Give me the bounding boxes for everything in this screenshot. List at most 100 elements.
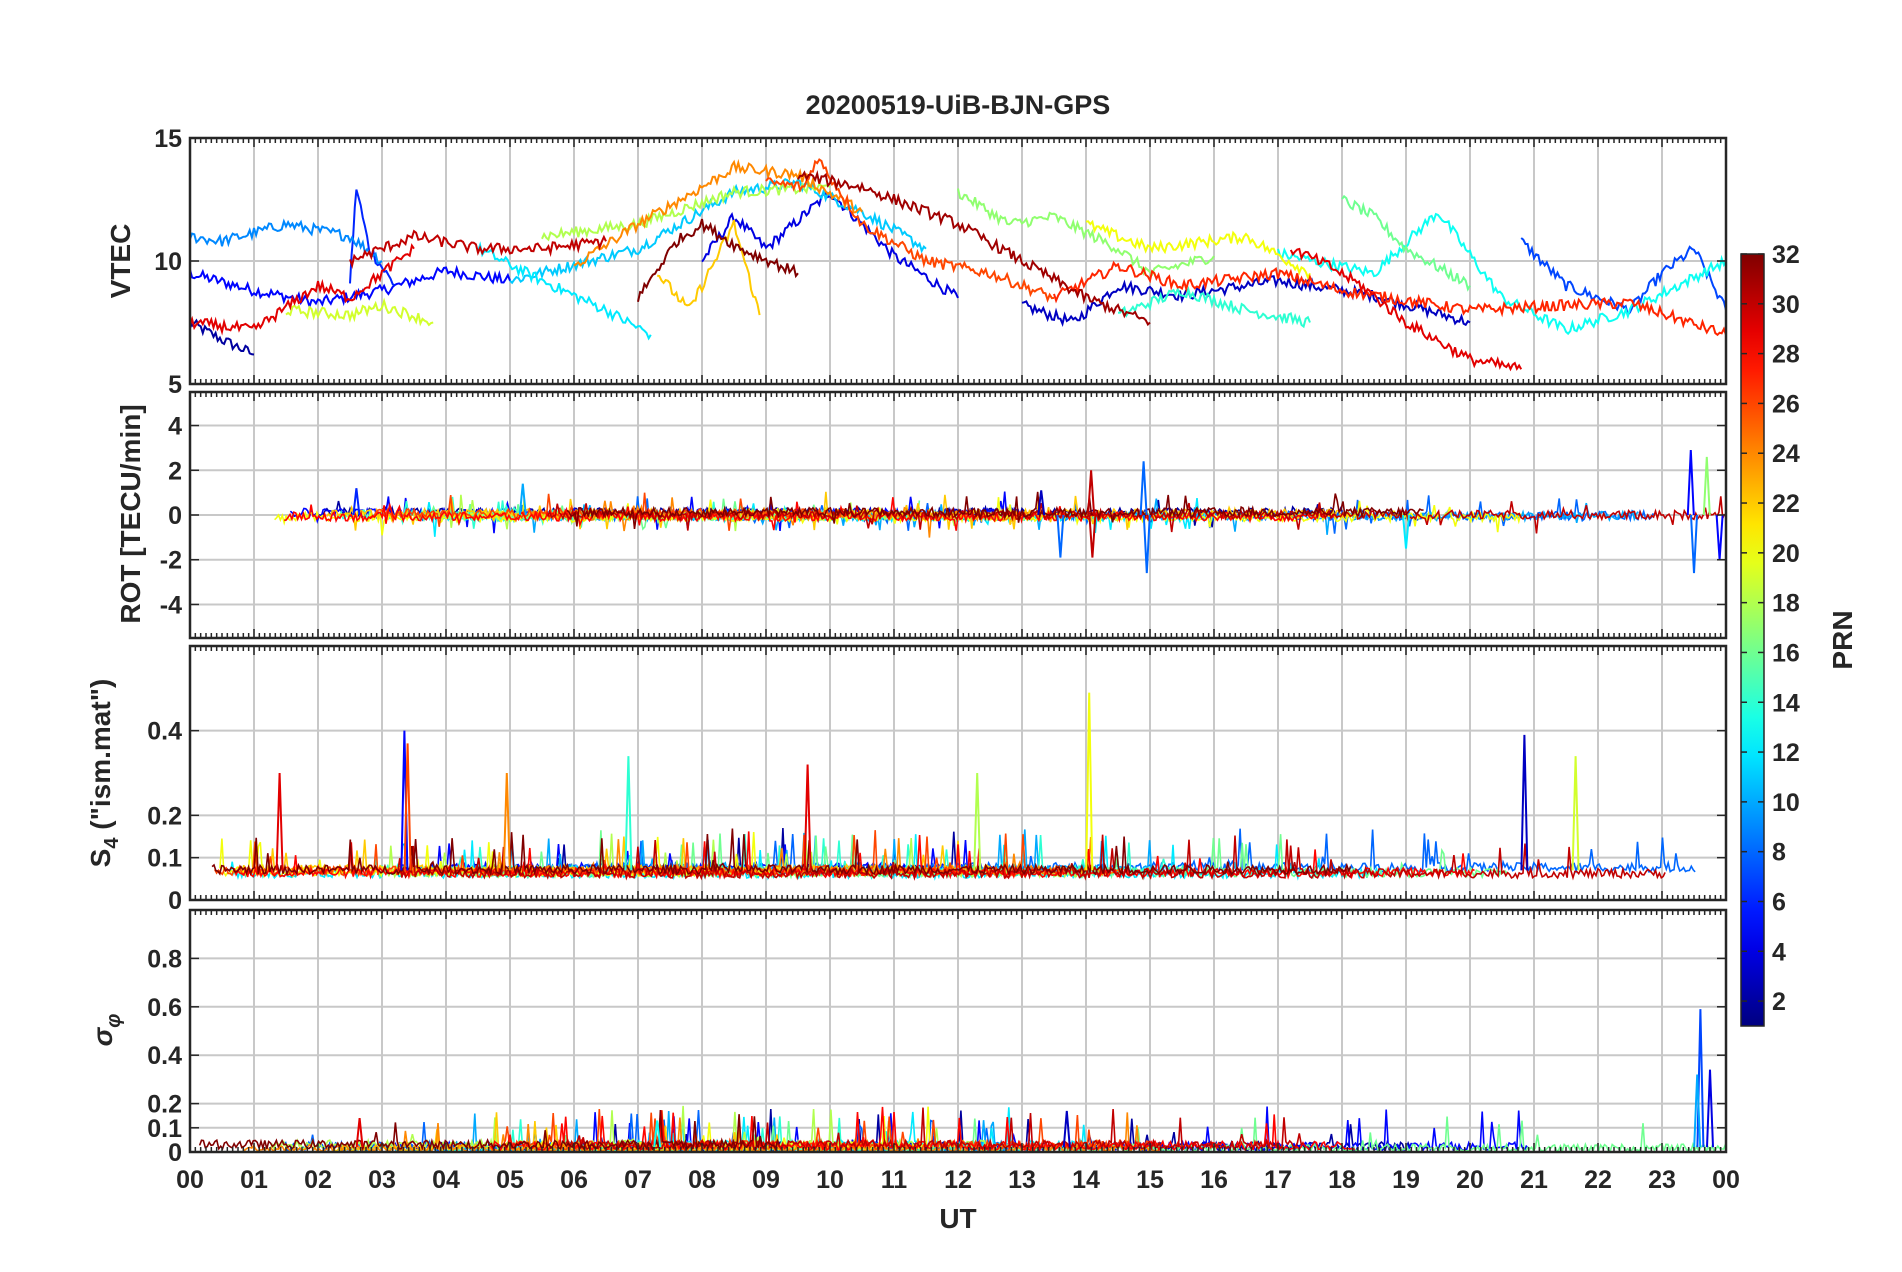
colorbar-tick-label: 4 (1772, 938, 1786, 966)
s4-spike-prn19 (1571, 756, 1580, 871)
vtec-series-prn30 (349, 229, 607, 269)
rot-ytick-label: 2 (168, 457, 182, 485)
rot-spike-prn17 (1702, 456, 1711, 516)
sigma_phi-trace-prn28 (490, 1106, 1356, 1152)
vtec-series-prn9 (190, 218, 383, 265)
sigma_phi-ytick-label: 0.8 (147, 945, 182, 973)
xtick-label: 21 (1520, 1166, 1548, 1194)
sigma_phi-ytick-label: 0.4 (147, 1042, 182, 1070)
xtick-label: 17 (1264, 1166, 1292, 1194)
xtick-label: 14 (1072, 1166, 1100, 1194)
sigma_phi-spike-prn13 (653, 1120, 662, 1148)
s4-ytick-label: 0.1 (147, 845, 182, 873)
xtick-label: 00 (1712, 1166, 1740, 1194)
colorbar-tick-label: 30 (1772, 291, 1800, 319)
colorbar-tick-label: 22 (1772, 490, 1800, 518)
vtec-ytick-label: 5 (168, 371, 182, 399)
colorbar-tick-label: 10 (1772, 789, 1800, 817)
chart-title: 20200519-UiB-BJN-GPS (806, 90, 1111, 120)
xtick-label: 20 (1456, 1166, 1484, 1194)
vtec-series-prn11 (509, 177, 927, 285)
rot-trace-prn32 (566, 491, 1424, 530)
s4-ytick-label: 0.4 (147, 718, 182, 746)
sigma-ylabel-main: σ (87, 1026, 118, 1046)
s4-panel: 0 0.1 0.2 0.4 (147, 644, 1728, 915)
vtec-series-prn19 (285, 297, 434, 327)
s4-spike-prn29 (275, 772, 284, 871)
rot-spike-prn3 (1037, 490, 1046, 516)
vtec-series-prn22 (657, 219, 761, 316)
rot-spike-prn5 (1686, 450, 1695, 516)
xtick-label: 07 (624, 1166, 652, 1194)
sigma_phi-ytick-label: 0.6 (147, 994, 182, 1022)
vtec-series-prn2 (190, 318, 255, 356)
xtick-label: 09 (752, 1166, 780, 1194)
colorbar-tick-label: 20 (1772, 540, 1800, 568)
vtec-series-prn26 (765, 158, 1055, 303)
s4-data (211, 692, 1696, 881)
colorbar-label: PRN (1827, 610, 1858, 669)
s4-spike-prn26 (403, 743, 412, 871)
sigma_phi-trace-prn30 (565, 1107, 1304, 1152)
rot-ytick-label: -2 (160, 547, 182, 575)
vtec-series-prn3 (1021, 275, 1471, 327)
s4-spike-prn3 (1520, 734, 1529, 871)
vtec-series-prn13 (1277, 212, 1726, 336)
vtec-series-prn7 (1520, 237, 1726, 317)
xtick-label: 15 (1136, 1166, 1164, 1194)
xtick-label: 03 (368, 1166, 396, 1194)
colorbar-tick-label: 14 (1772, 689, 1800, 717)
colorbar-tick-label: 26 (1772, 390, 1800, 418)
sigma_phi-ytick-label: 0.2 (147, 1091, 182, 1119)
vtec-series-prn14 (1117, 285, 1311, 329)
colorbar-tick-label: 18 (1772, 590, 1800, 618)
xtick-label: 10 (816, 1166, 844, 1194)
rot-spike-prn12 (1402, 514, 1410, 549)
vtec-series-prn20 (1085, 219, 1311, 280)
sigma_phi-spike-prn4 (1706, 1069, 1714, 1148)
colorbar-tick-label: 2 (1772, 988, 1786, 1016)
xtick-label: 00 (176, 1166, 204, 1194)
sigma_phi-trace-prn24 (241, 1112, 1161, 1152)
rot-data (274, 450, 1726, 574)
rot-trace-prn30 (546, 496, 1726, 534)
s4-ticks: 0 0.1 0.2 0.4 (147, 646, 1727, 915)
colorbar-gradient (1740, 253, 1765, 1027)
vtec-data (190, 158, 1726, 372)
xtick-label: 13 (1008, 1166, 1036, 1194)
rot-panel: -4 -2 0 2 4 (160, 390, 1728, 640)
s4-ylabel-sub: 4 (101, 837, 123, 849)
xtick-label: 19 (1392, 1166, 1420, 1194)
vtec-series-prn32 (637, 218, 799, 303)
sigma_phi-spike-prn10 (1693, 1074, 1702, 1148)
xtick-label: 06 (560, 1166, 588, 1194)
rot-ytick-label: -4 (160, 591, 182, 619)
s4-trace-prn32 (211, 828, 1352, 877)
sigma_phi-spike-prn3 (1062, 1110, 1071, 1148)
xtick-label: 11 (881, 1166, 908, 1194)
sigma_phi-ticks: 00.10.2 0.4 0.6 0.8 00 01 02 03 04 05 06 07 08 09 10 11… (147, 910, 1740, 1194)
rot-spike-prn6 (352, 488, 361, 516)
xtick-label: 16 (1200, 1166, 1228, 1194)
colorbar-tick-label: 32 (1772, 241, 1800, 269)
s4-ylabel: S4 ("ism.mat") (85, 679, 123, 868)
s4-ylabel-main: S (85, 849, 116, 868)
xtick-label: 18 (1328, 1166, 1356, 1194)
xtick-label: 02 (304, 1166, 332, 1194)
rot-ytick-label: 4 (168, 413, 182, 441)
vtec-series-prn27 (1053, 260, 1726, 337)
colorbar-tick-label: 12 (1772, 739, 1800, 767)
xtick-label: 23 (1648, 1166, 1676, 1194)
s4-spike-prn29 (803, 764, 812, 871)
rot-spike-prn8 (1142, 514, 1151, 574)
vtec-ytick-label: 10 (154, 248, 182, 276)
xtick-label: 12 (944, 1166, 972, 1194)
vtec-series-prn18 (541, 180, 831, 242)
rot-spike-prn30 (1088, 514, 1097, 558)
xtick-label: 08 (688, 1166, 716, 1194)
vtec-ticks: 5 10 15 (154, 125, 1727, 399)
vtec-series-prn16 (1341, 194, 1471, 292)
sigma_phi-ytick-label: 0.1 (147, 1115, 182, 1143)
colorbar-tick-label: 24 (1772, 440, 1800, 468)
